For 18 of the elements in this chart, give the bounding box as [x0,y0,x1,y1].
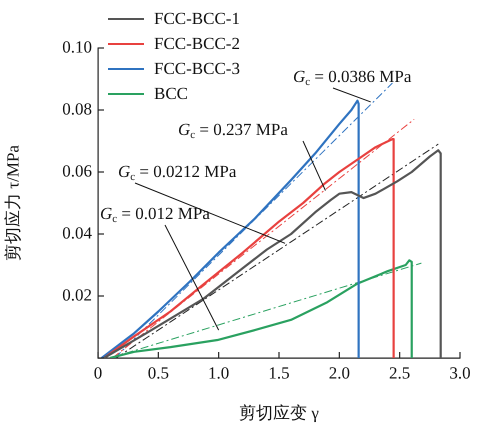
x-tick-label: 3.0 [449,364,471,383]
legend-label: FCC-BCC-1 [154,8,240,28]
x-tick-label: 0 [94,364,102,383]
y-tick-label: 0.06 [62,161,92,180]
y-tick-label: 0.10 [62,37,92,56]
x-tick-label: 2.0 [328,364,350,383]
y-axis-title: 剪切应力 τ/MPa [4,144,23,261]
legend-label: BCC [154,84,188,104]
x-axis-title: 剪切应变 γ [239,403,320,422]
y-tick-label: 0.08 [62,99,92,118]
x-tick-label: 0.5 [148,364,169,383]
y-tick-label: 0.02 [62,285,92,304]
legend-label: FCC-BCC-2 [154,34,240,54]
x-tick-label: 1.0 [208,364,230,383]
x-tick-label: 2.5 [389,364,410,383]
y-tick-label: 0.04 [62,223,92,242]
legend-label: FCC-BCC-3 [154,58,240,78]
x-tick-label: 1.5 [268,364,290,383]
